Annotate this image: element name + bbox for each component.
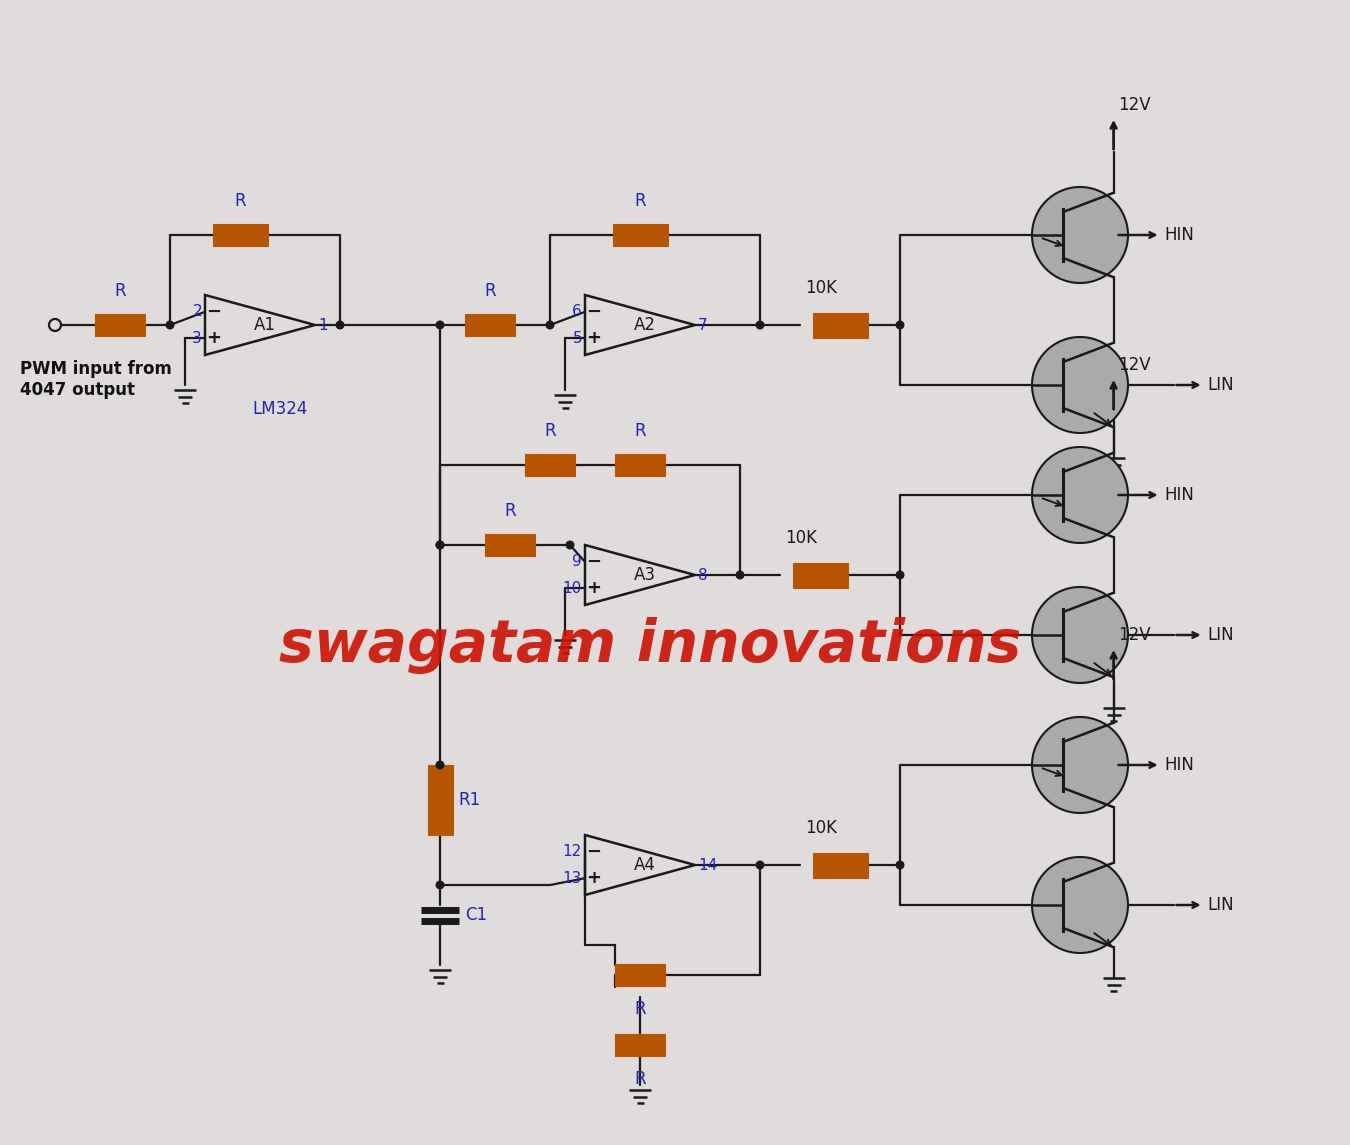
FancyBboxPatch shape xyxy=(616,1034,666,1056)
FancyBboxPatch shape xyxy=(428,765,452,835)
Circle shape xyxy=(336,322,344,329)
Text: 12V: 12V xyxy=(1119,356,1152,374)
FancyBboxPatch shape xyxy=(613,224,667,246)
Text: 10K: 10K xyxy=(805,819,837,837)
Text: LIN: LIN xyxy=(1208,376,1234,394)
Circle shape xyxy=(1031,337,1129,433)
Text: LIN: LIN xyxy=(1208,626,1234,643)
Text: 6: 6 xyxy=(572,305,582,319)
Circle shape xyxy=(436,542,444,548)
Text: 5: 5 xyxy=(572,331,582,346)
Text: swagatam innovations: swagatam innovations xyxy=(279,616,1021,673)
Circle shape xyxy=(1031,587,1129,684)
Text: C1: C1 xyxy=(464,906,487,924)
Text: 10K: 10K xyxy=(805,279,837,297)
Circle shape xyxy=(436,542,444,548)
Circle shape xyxy=(566,542,574,548)
Circle shape xyxy=(436,322,444,329)
Text: R: R xyxy=(634,1069,645,1088)
Text: R: R xyxy=(234,192,246,210)
Text: −: − xyxy=(586,553,602,571)
Text: +: + xyxy=(586,330,602,347)
FancyBboxPatch shape xyxy=(485,534,535,556)
Circle shape xyxy=(547,322,553,329)
Text: R: R xyxy=(115,282,126,300)
Text: +: + xyxy=(586,579,602,598)
Text: R: R xyxy=(504,502,516,520)
Text: R1: R1 xyxy=(458,791,481,810)
Text: A2: A2 xyxy=(634,316,656,334)
Text: PWM input from
4047 output: PWM input from 4047 output xyxy=(20,360,171,398)
Text: R: R xyxy=(485,282,495,300)
Circle shape xyxy=(166,322,174,329)
Circle shape xyxy=(1031,717,1129,813)
FancyBboxPatch shape xyxy=(792,562,848,587)
Text: R: R xyxy=(634,1000,645,1018)
Text: 3: 3 xyxy=(192,331,202,346)
Circle shape xyxy=(756,322,764,329)
Text: +: + xyxy=(586,869,602,887)
Text: 14: 14 xyxy=(698,858,717,872)
Text: 7: 7 xyxy=(698,317,707,332)
Text: +: + xyxy=(207,330,221,347)
Text: −: − xyxy=(207,302,221,321)
Text: 13: 13 xyxy=(563,870,582,886)
Circle shape xyxy=(436,882,444,889)
Text: A3: A3 xyxy=(634,566,656,584)
Text: 1: 1 xyxy=(319,317,328,332)
FancyBboxPatch shape xyxy=(616,964,666,986)
FancyBboxPatch shape xyxy=(95,314,144,335)
Text: 8: 8 xyxy=(698,568,707,583)
Text: R: R xyxy=(544,423,556,440)
Text: 9: 9 xyxy=(572,554,582,569)
FancyBboxPatch shape xyxy=(464,314,514,335)
Text: 12: 12 xyxy=(563,844,582,859)
Text: −: − xyxy=(586,843,602,861)
FancyBboxPatch shape xyxy=(813,313,868,338)
Text: A4: A4 xyxy=(634,856,656,874)
Circle shape xyxy=(1031,856,1129,953)
Text: LIN: LIN xyxy=(1208,897,1234,914)
Text: 12V: 12V xyxy=(1119,626,1152,643)
Text: −: − xyxy=(586,302,602,321)
FancyBboxPatch shape xyxy=(212,224,267,246)
Text: R: R xyxy=(634,423,645,440)
FancyBboxPatch shape xyxy=(525,455,575,476)
Circle shape xyxy=(436,761,444,768)
Text: HIN: HIN xyxy=(1165,226,1195,244)
Circle shape xyxy=(896,571,903,579)
FancyBboxPatch shape xyxy=(813,853,868,877)
Text: LM324: LM324 xyxy=(252,400,308,418)
Circle shape xyxy=(1031,187,1129,283)
Text: HIN: HIN xyxy=(1165,485,1195,504)
Text: 10K: 10K xyxy=(784,529,817,547)
Circle shape xyxy=(736,571,744,579)
Circle shape xyxy=(896,322,903,329)
Text: 12V: 12V xyxy=(1119,96,1152,114)
Text: HIN: HIN xyxy=(1165,756,1195,774)
Text: A1: A1 xyxy=(254,316,275,334)
Circle shape xyxy=(896,861,903,869)
Text: 10: 10 xyxy=(563,581,582,595)
Circle shape xyxy=(756,861,764,869)
Text: 2: 2 xyxy=(193,305,202,319)
Text: R: R xyxy=(634,192,645,210)
Circle shape xyxy=(1031,447,1129,543)
FancyBboxPatch shape xyxy=(616,455,666,476)
